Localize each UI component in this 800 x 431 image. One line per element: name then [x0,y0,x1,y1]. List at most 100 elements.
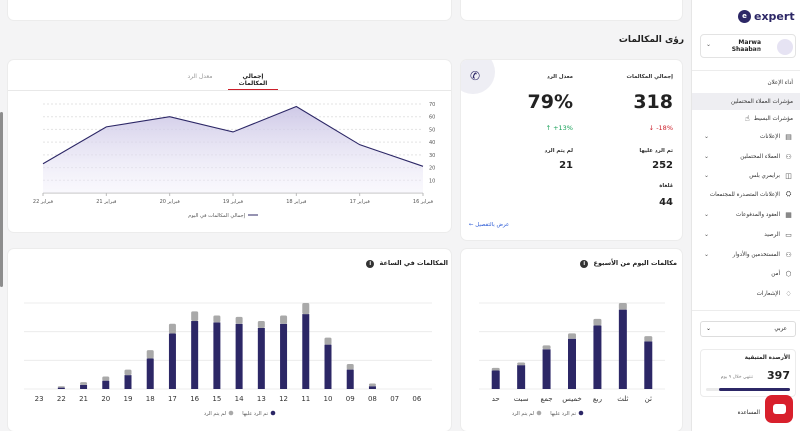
legend-answered-dot [578,410,584,416]
sidebar-item-label: مؤشرات البسيط [753,115,793,122]
sidebar-divider [692,310,800,311]
total-change-text: -18% [656,124,673,132]
tab-total-calls-label: إجمالي المكالمات [238,73,268,87]
x-tick-label: 19 [124,395,133,403]
sidebar-divider [692,70,800,71]
y-tick-label: 40 [429,140,435,146]
bar-answered [324,344,332,389]
phone-icon: ✆ [470,69,481,83]
chevron-down-icon: ⌄ [704,211,710,218]
community-icon: ⛭ [785,190,792,198]
sidebar-item-label: المستخدمين والأدوار [732,251,780,258]
top-previous-card [8,0,451,20]
sidebar-item-label: أمن [771,270,780,277]
wallet-icon: ▭ [785,230,792,239]
sidebar-item-primary-plus[interactable]: ◫ برايمري بلس ⌄ [692,167,800,184]
line-chart-svg: 10 20 30 40 50 60 70 22 فبراير 21 فبراير 20 فبراي… [33,102,435,219]
credit-progress-track [706,388,790,391]
missed-label: لم يتم الرد [544,148,573,154]
users-icon: ⚇ [785,250,792,259]
bar-missed [257,321,265,328]
chat-icon [772,404,786,414]
chevron-down-icon: ⌄ [706,41,712,48]
y-tick-label: 60 [429,115,435,121]
x-tick-label: حد [492,395,500,403]
sidebar-item-balance[interactable]: ▭ الرصيد ⌄ [692,226,800,243]
x-tick-label: 21 فبراير [96,199,117,205]
x-tick-label: 14 [235,395,244,403]
tab-divider [8,90,451,91]
x-tick-label: ربع [593,395,602,403]
sidebar-item-label: الإشعارات [756,290,780,297]
x-tick-label: 17 فبراير [350,199,371,205]
sidebar-item-security[interactable]: ⬡ أمن [692,265,800,282]
bar-answered [57,387,65,389]
bar-missed [124,369,132,376]
bell-icon: ♢ [785,289,792,298]
sidebar-item-users-roles[interactable]: ⚇ المستخدمين والأدوار ⌄ [692,246,800,263]
sidebar-item-leads-metrics[interactable]: مؤشرات العملاء المحتملين [692,93,800,110]
sidebar-item-notifications[interactable]: ♢ الإشعارات [692,285,800,302]
bar-missed [235,316,243,324]
bar-answered [80,384,88,389]
bar-missed [168,323,176,334]
x-tick-label: 23 [35,395,44,403]
sidebar-item-leads[interactable]: ⚇ العملاء المحتملين ⌄ [692,148,800,165]
bar-missed [346,364,354,370]
details-link[interactable]: ← عرض بالتفصيل [469,222,509,228]
x-tick-label: 22 [57,395,66,403]
bar-answered [593,325,602,389]
legend-missed-label: لم يتم الرد [512,411,535,417]
credit-box: الأرصدة المتبقية تنتهي خلال ٩ يوم 397 [700,349,796,397]
user-menu[interactable]: ⌄ Marwa Shaaban مالك [700,34,796,58]
weekly-chart-title: مكالمات اليوم من الأسبوع [593,259,677,267]
bar-missed [302,303,310,315]
x-tick-label: 06 [412,395,421,403]
kpi-card: ✆ إجمالي المكالمات 318 ↓ -18% معدل الرد … [461,60,682,240]
sidebar: e expert ⌄ Marwa Shaaban مالك أداء الإعل… [691,0,800,431]
page-scrollbar-thumb[interactable] [0,112,3,287]
sidebar-item-label: العملاء المحتملين [740,153,780,160]
chevron-down-icon: ⌄ [706,325,712,332]
hourly-chart-card: المكالمات في الساعة i 23 22 21 20 19 18 17 16 15… [8,249,451,431]
lost-value: 44 [659,197,673,208]
x-tick-label: 18 [146,395,155,403]
answer-rate-label: معدل الرد [546,74,573,80]
bar-missed [102,376,110,381]
up-arrow-icon: ↑ [545,124,552,132]
missed-value: 21 [559,160,573,171]
bar-answered [302,314,310,389]
x-tick-label: 18 فبراير [286,199,307,205]
y-tick-label: 50 [429,127,435,133]
legend-missed-dot [228,410,234,416]
legend-answered-dot [270,410,276,416]
x-tick-label: جمع [541,395,553,403]
ads-icon: ▤ [785,132,792,141]
language-select[interactable]: ⌄ عربي [700,321,796,337]
legend-missed-label: لم يتم الرد [204,411,227,417]
area-fill [43,106,423,193]
weekly-chart-title-wrap: مكالمات اليوم من الأسبوع i [481,259,677,268]
info-icon: i [366,260,375,268]
help-link[interactable]: المساعدة [700,410,760,416]
sidebar-item-ads[interactable]: ▤ الإعلانات ⌄ [692,128,800,145]
sidebar-item-contracts[interactable]: ▦ العقود والمدفوعات ⌄ [692,206,800,223]
x-tick-label: 13 [257,395,266,403]
x-tick-label: 10 [324,395,333,403]
tab-total-calls[interactable]: إجمالي المكالمات [228,73,278,90]
total-calls-change: ↓ -18% [611,124,673,132]
bar-missed [80,382,88,385]
chat-button[interactable] [765,395,793,423]
bar-missed [517,362,526,366]
sidebar-item-community-ads[interactable]: ⛭ الإعلانات المتصدرة للمجتمعات [692,186,800,203]
bar-missed [618,303,627,310]
credit-value: 397 [767,369,790,382]
tab-answer-rate[interactable]: معدل الرد [178,73,222,90]
bar-answered [213,322,221,389]
sidebar-item-basic-metrics[interactable]: مؤشرات البسيط ☝ [692,110,800,127]
sidebar-item-ad-performance[interactable]: أداء الإعلان [692,74,800,91]
logo-text: expert [754,10,795,23]
document-icon: ▦ [785,210,792,219]
credit-subtitle: تنتهي خلال ٩ يوم [720,375,753,380]
x-tick-label: 20 فبراير [160,199,181,205]
